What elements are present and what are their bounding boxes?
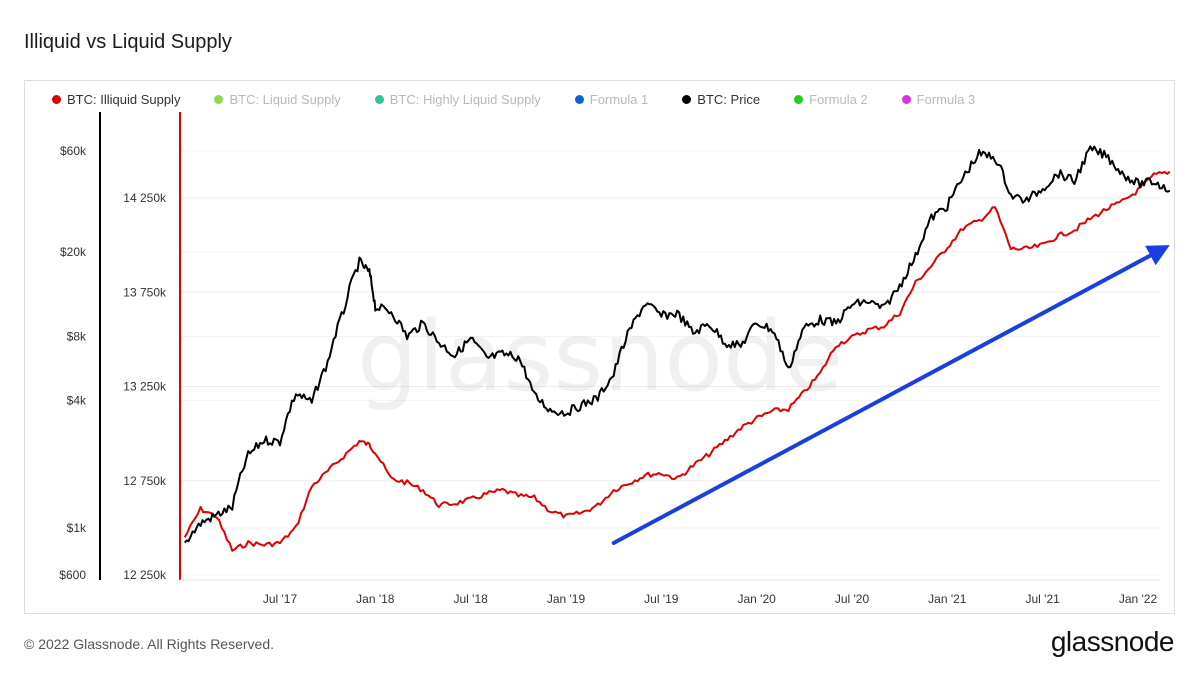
legend-label: BTC: Liquid Supply bbox=[229, 91, 341, 107]
y-right-tick-label: 12 750k bbox=[123, 474, 167, 488]
legend-label: BTC: Illiquid Supply bbox=[67, 91, 181, 107]
y-right-tick-label: 12 250k bbox=[123, 568, 167, 582]
legend-item[interactable]: Formula 3 bbox=[901, 90, 976, 108]
copyright-footer: © 2022 Glassnode. All Rights Reserved. bbox=[24, 636, 275, 652]
y-right-tick-label: 13 250k bbox=[123, 380, 167, 394]
y-left-tick-label: $8k bbox=[67, 330, 87, 344]
x-tick-label: Jan '19 bbox=[547, 592, 586, 606]
y-left-tick-label: $60k bbox=[60, 144, 87, 158]
legend-item[interactable]: BTC: Highly Liquid Supply bbox=[374, 90, 541, 108]
legend-item[interactable]: Formula 2 bbox=[794, 90, 868, 108]
legend-item[interactable]: Formula 1 bbox=[574, 90, 649, 108]
legend-item[interactable]: BTC: Liquid Supply bbox=[214, 90, 341, 108]
gridlines bbox=[180, 150, 1160, 576]
y-left-tick-label: $1k bbox=[67, 521, 87, 535]
legend-label: BTC: Highly Liquid Supply bbox=[389, 91, 541, 107]
legend-dot bbox=[52, 94, 61, 104]
series-group bbox=[183, 145, 1171, 552]
legend-dot bbox=[794, 94, 804, 104]
legend-item[interactable]: BTC: Illiquid Supply bbox=[52, 90, 180, 108]
y-left-tick-label: $600 bbox=[59, 568, 86, 582]
y-right-tick-label: 13 750k bbox=[123, 285, 167, 299]
watermark: glassnode bbox=[357, 301, 843, 413]
legend-dot bbox=[682, 94, 692, 104]
trend-arrow bbox=[611, 245, 1170, 545]
x-tick-label: Jan '20 bbox=[738, 592, 777, 606]
x-tick-label: Jan '22 bbox=[1119, 592, 1158, 606]
chart-title: Illiquid vs Liquid Supply bbox=[24, 31, 232, 53]
y-left-tick-label: $4k bbox=[67, 393, 87, 407]
legend-label: Formula 1 bbox=[589, 91, 649, 107]
trend-arrow-head bbox=[1145, 245, 1170, 266]
x-tick-label: Jul '19 bbox=[644, 592, 679, 606]
legend-dot bbox=[214, 94, 224, 104]
illiquid-supply-line bbox=[183, 170, 1171, 552]
trend-arrow-shaft bbox=[611, 253, 1153, 545]
chart-legend: BTC: Illiquid Supply BTC: Liquid Supply BT… bbox=[52, 90, 1009, 108]
x-tick-label: Jul '17 bbox=[263, 592, 298, 606]
x-tick-label: Jul '20 bbox=[835, 592, 870, 606]
legend-label: Formula 2 bbox=[809, 91, 868, 107]
x-tick-label: Jan '21 bbox=[928, 592, 967, 606]
btc-price-line bbox=[183, 145, 1171, 544]
chart-frame bbox=[24, 80, 1175, 614]
y-right-tick-label: 14 250k bbox=[123, 191, 167, 205]
x-tick-label: Jul '21 bbox=[1026, 592, 1061, 606]
legend-dot bbox=[574, 94, 584, 104]
legend-dot bbox=[374, 94, 384, 104]
legend-dot bbox=[901, 94, 911, 104]
legend-label: BTC: Price bbox=[697, 91, 761, 107]
x-tick-label: Jan '18 bbox=[356, 592, 395, 606]
y-left-tick-label: $20k bbox=[60, 245, 87, 259]
legend-label: Formula 3 bbox=[916, 91, 976, 107]
legend-item[interactable]: BTC: Price bbox=[682, 90, 760, 108]
x-tick-label: Jul '18 bbox=[454, 592, 489, 606]
glassnode-logo[interactable]: glassnode bbox=[1050, 626, 1175, 657]
